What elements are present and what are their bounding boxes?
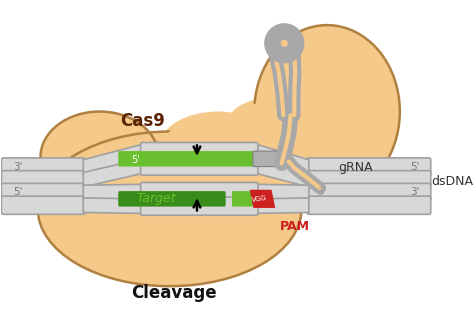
FancyBboxPatch shape [1, 171, 85, 189]
Text: 3': 3' [410, 187, 420, 197]
Polygon shape [83, 144, 142, 174]
FancyBboxPatch shape [253, 151, 283, 166]
FancyBboxPatch shape [1, 158, 85, 176]
Ellipse shape [161, 116, 279, 184]
Text: dsDNA: dsDNA [432, 175, 474, 188]
Polygon shape [256, 159, 309, 187]
Circle shape [270, 29, 299, 58]
FancyBboxPatch shape [141, 157, 258, 175]
FancyBboxPatch shape [1, 196, 85, 214]
Text: Cas9: Cas9 [120, 112, 165, 130]
FancyBboxPatch shape [307, 158, 431, 176]
Polygon shape [83, 198, 142, 213]
Polygon shape [256, 184, 309, 200]
Ellipse shape [224, 98, 315, 162]
FancyBboxPatch shape [118, 191, 226, 207]
FancyBboxPatch shape [141, 183, 258, 201]
Text: Cleavage: Cleavage [131, 284, 217, 302]
Ellipse shape [106, 157, 206, 207]
Polygon shape [83, 159, 142, 187]
Text: 5': 5' [13, 187, 22, 197]
Text: 3': 3' [13, 162, 22, 172]
Text: Target: Target [136, 192, 176, 205]
FancyBboxPatch shape [1, 184, 85, 202]
FancyBboxPatch shape [307, 196, 431, 214]
Ellipse shape [227, 102, 313, 161]
Polygon shape [256, 144, 309, 174]
Polygon shape [250, 190, 275, 208]
Text: gRNA: gRNA [338, 161, 373, 174]
Text: PAM: PAM [280, 220, 310, 233]
Polygon shape [256, 198, 309, 213]
Polygon shape [83, 184, 142, 200]
FancyBboxPatch shape [232, 191, 253, 207]
Text: 5': 5' [131, 155, 140, 165]
Ellipse shape [38, 132, 301, 286]
Ellipse shape [159, 112, 277, 184]
FancyBboxPatch shape [141, 197, 258, 215]
Ellipse shape [265, 154, 338, 200]
Text: VGG: VGG [252, 195, 268, 203]
FancyBboxPatch shape [307, 184, 431, 202]
Circle shape [278, 37, 291, 50]
FancyBboxPatch shape [307, 171, 431, 189]
Text: 3': 3' [317, 187, 326, 197]
Ellipse shape [40, 112, 159, 203]
FancyBboxPatch shape [118, 151, 255, 166]
Text: 5': 5' [410, 162, 420, 172]
Ellipse shape [254, 25, 400, 198]
FancyBboxPatch shape [141, 142, 258, 161]
